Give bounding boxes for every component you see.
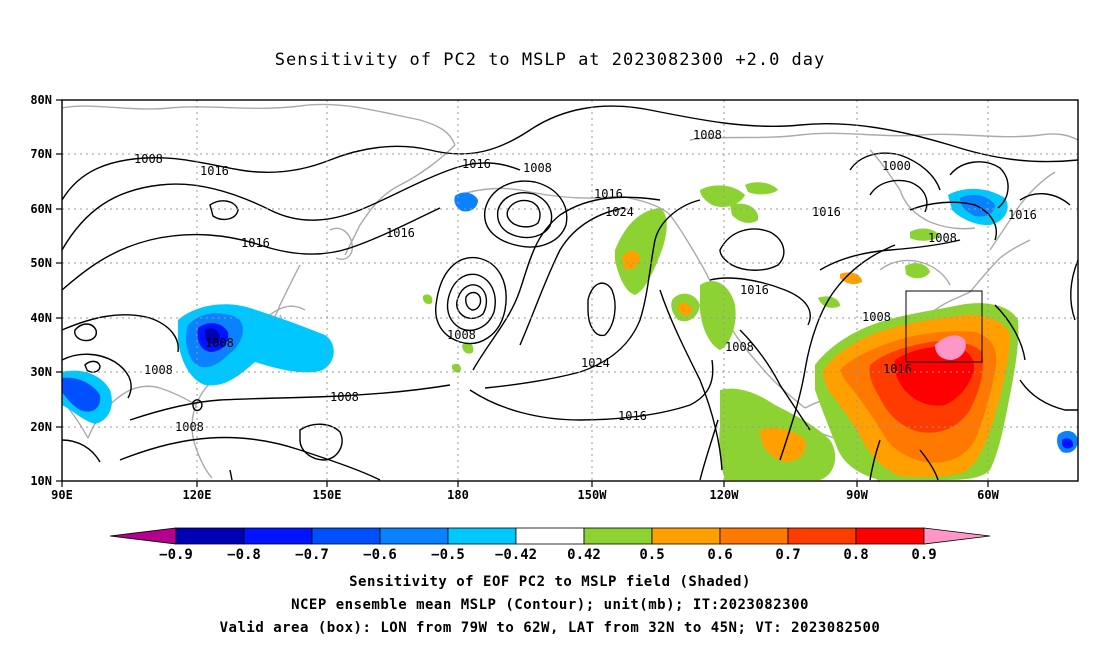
lat-label: 80N	[30, 93, 52, 107]
lat-label: 30N	[30, 365, 52, 379]
lon-label: 90E	[51, 488, 73, 502]
contour-label: 1008	[693, 128, 722, 142]
lat-label: 60N	[30, 202, 52, 216]
contour-label: 1008	[928, 231, 957, 245]
colorbar-swatch	[175, 527, 245, 545]
colorbar-label: −0.42	[495, 547, 537, 563]
colorbar-swatch	[311, 527, 381, 545]
contour-label: 1008	[862, 310, 891, 324]
contour-label: 1008	[447, 328, 476, 342]
contour-label: 1000	[882, 159, 911, 173]
colorbar-swatch	[515, 527, 585, 545]
colorbar-swatch	[583, 527, 653, 545]
colorbar-label: 0.8	[843, 547, 868, 563]
lon-label: 90W	[846, 488, 868, 502]
colorbar-swatch	[447, 527, 517, 545]
caption-contour: NCEP ensemble mean MSLP (Contour); unit(…	[291, 597, 809, 613]
contour-label: 1016	[462, 157, 491, 171]
contour-label: 1008	[144, 363, 173, 377]
contour-label: 1016	[1008, 208, 1037, 222]
contour-label: 1008	[134, 152, 163, 166]
colorbar-label: −0.7	[295, 547, 329, 563]
colorbar-label: 0.9	[911, 547, 936, 563]
contour-label: 1008	[205, 336, 234, 350]
contour-label: 1008	[330, 390, 359, 404]
contour-labels: 1008 1016 1016 1008 1016 1008 1016 1024 …	[134, 128, 1037, 434]
colorbar-label: −0.5	[431, 547, 465, 563]
lon-label: 120W	[710, 488, 740, 502]
caption-shading: Sensitivity of EOF PC2 to MSLP field (Sh…	[349, 574, 751, 590]
contour-label: 1008	[725, 340, 754, 354]
colorbar-swatch	[651, 527, 721, 545]
colorbar-label: −0.6	[363, 547, 397, 563]
contour-label: 1016	[241, 236, 270, 250]
lon-label: 120E	[183, 488, 212, 502]
contour-label: 1008	[523, 161, 552, 175]
lat-label: 20N	[30, 420, 52, 434]
contour-label: 1024	[605, 205, 634, 219]
colorbar-label: 0.5	[639, 547, 664, 563]
map-title: Sensitivity of PC2 to MSLP at 2023082300…	[274, 50, 826, 70]
colorbar-label: −0.9	[159, 547, 193, 563]
colorbar-label: 0.6	[707, 547, 732, 563]
colorbar-swatch	[719, 527, 789, 545]
contour-label: 1016	[883, 362, 912, 376]
colorbar-label: 0.7	[775, 547, 800, 563]
colorbar-swatch	[379, 527, 449, 545]
lat-label: 40N	[30, 311, 52, 325]
contour-label: 1016	[618, 409, 647, 423]
latitude-labels: 80N 70N 60N 50N 40N 30N 20N 10N	[30, 93, 52, 488]
colorbar-label: −0.8	[227, 547, 261, 563]
contour-label: 1016	[812, 205, 841, 219]
colorbar-label: 0.42	[567, 547, 601, 563]
colorbar-swatch	[787, 527, 857, 545]
valid-area-box	[905, 290, 983, 363]
contour-label: 1016	[386, 226, 415, 240]
lon-label: 180	[447, 488, 469, 502]
longitude-labels: 90E 120E 150E 180 150W 120W 90W 60W	[51, 488, 999, 502]
lat-label: 70N	[30, 147, 52, 161]
colorbar-max-triangle	[923, 527, 991, 545]
gridlines	[62, 100, 1078, 481]
map-frame	[61, 99, 1079, 482]
lon-label: 150W	[578, 488, 608, 502]
colorbar: −0.9 −0.8 −0.7 −0.6 −0.5 −0.42 0.42 0.5 0.6 0.7 0.…	[109, 527, 991, 563]
caption-valid-area: Valid area (box): LON from 79W to 62W, L…	[219, 620, 881, 636]
lat-label: 10N	[30, 474, 52, 488]
mslp-contours	[61, 105, 1079, 481]
contour-label: 1016	[200, 164, 229, 178]
colorbar-min-triangle	[109, 527, 177, 545]
sensitivity-shading	[62, 182, 1078, 480]
lon-label: 60W	[977, 488, 999, 502]
contour-label: 1016	[594, 187, 623, 201]
colorbar-swatch	[855, 527, 925, 545]
tick-marks	[56, 99, 989, 487]
contour-label: 1016	[740, 283, 769, 297]
lat-label: 50N	[30, 256, 52, 270]
colorbar-swatch	[243, 527, 313, 545]
contour-label: 1024	[581, 356, 610, 370]
lon-label: 150E	[313, 488, 342, 502]
